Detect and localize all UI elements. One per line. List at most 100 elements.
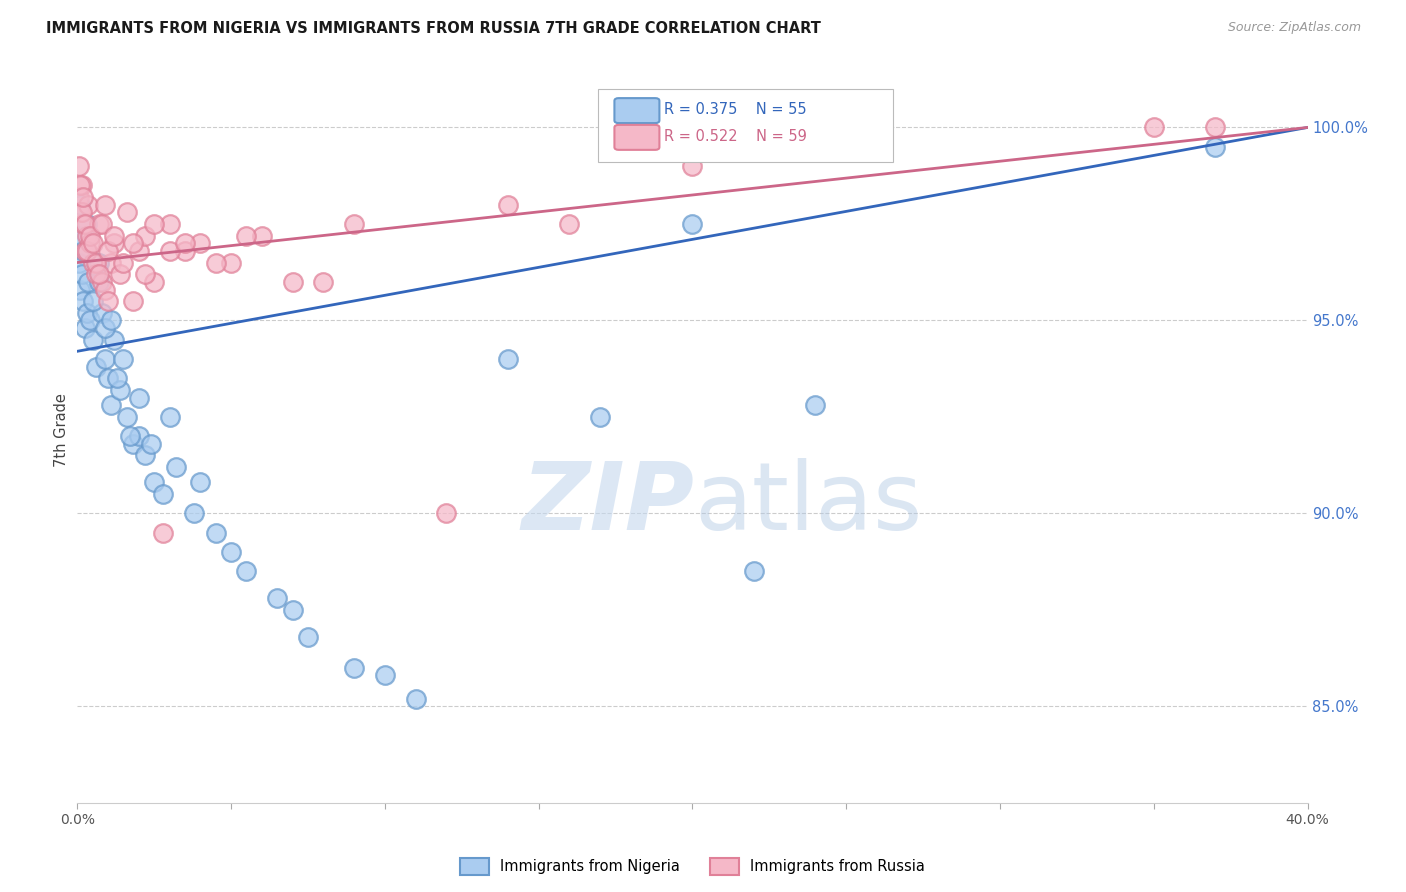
Point	[558, 217, 581, 231]
Point	[128, 391, 150, 405]
Point	[70, 178, 93, 193]
Point	[69, 197, 91, 211]
Point	[73, 244, 96, 258]
Point	[67, 255, 90, 269]
Point	[112, 255, 135, 269]
Point	[70, 205, 93, 219]
Point	[804, 398, 827, 412]
Point	[79, 236, 101, 251]
Point	[84, 267, 107, 281]
Point	[183, 507, 205, 521]
Point	[103, 236, 125, 251]
Point	[70, 267, 93, 281]
Point	[143, 217, 166, 231]
Point	[69, 283, 91, 297]
Point	[343, 661, 366, 675]
Point	[152, 487, 174, 501]
Point	[436, 507, 458, 521]
Point	[121, 437, 143, 451]
Point	[250, 228, 273, 243]
Point	[159, 244, 181, 258]
Point	[405, 691, 427, 706]
Point	[100, 398, 122, 412]
Point	[67, 228, 90, 243]
Point	[72, 294, 94, 309]
Point	[159, 217, 181, 231]
Point	[72, 217, 94, 231]
Point	[87, 267, 110, 281]
Point	[121, 294, 143, 309]
Point	[82, 236, 104, 251]
Point	[165, 460, 187, 475]
Point	[174, 244, 197, 258]
Point	[190, 236, 212, 251]
Point	[589, 409, 612, 424]
Point	[134, 267, 156, 281]
Text: atlas: atlas	[695, 458, 922, 550]
Point	[110, 383, 132, 397]
Point	[134, 228, 156, 243]
Point	[235, 228, 257, 243]
Point	[100, 313, 122, 327]
Text: ZIP: ZIP	[522, 458, 695, 550]
Point	[94, 283, 117, 297]
Point	[496, 351, 519, 366]
Point	[343, 217, 366, 231]
Point	[141, 437, 163, 451]
Point	[281, 275, 304, 289]
Point	[204, 255, 226, 269]
Point	[134, 449, 156, 463]
Point	[77, 197, 100, 211]
Point	[100, 255, 122, 269]
Point	[97, 294, 120, 309]
Point	[235, 564, 257, 578]
Text: R = 0.522    N = 59: R = 0.522 N = 59	[664, 129, 807, 144]
Point	[76, 217, 98, 231]
Point	[143, 275, 166, 289]
Point	[128, 429, 150, 443]
Point	[190, 475, 212, 490]
Point	[82, 255, 104, 269]
Point	[76, 244, 98, 258]
Point	[84, 255, 107, 269]
Point	[82, 294, 104, 309]
Point	[219, 545, 242, 559]
Point	[1204, 140, 1226, 154]
Point	[87, 217, 110, 231]
Point	[118, 429, 141, 443]
Point	[128, 244, 150, 258]
Point	[219, 255, 242, 269]
Point	[152, 525, 174, 540]
Point	[87, 255, 110, 269]
Point	[103, 228, 125, 243]
Point	[115, 409, 138, 424]
Point	[79, 313, 101, 327]
Point	[69, 205, 91, 219]
Text: IMMIGRANTS FROM NIGERIA VS IMMIGRANTS FROM RUSSIA 7TH GRADE CORRELATION CHART: IMMIGRANTS FROM NIGERIA VS IMMIGRANTS FR…	[46, 21, 821, 36]
Point	[94, 197, 117, 211]
Point	[97, 371, 120, 385]
Point	[79, 228, 101, 243]
Point	[97, 244, 120, 258]
Point	[94, 321, 117, 335]
Point	[87, 275, 110, 289]
Point	[112, 351, 135, 366]
Point	[312, 275, 335, 289]
Point	[76, 228, 98, 243]
Point	[266, 591, 288, 606]
Point	[105, 371, 128, 385]
Point	[159, 409, 181, 424]
Point	[72, 190, 94, 204]
Point	[84, 359, 107, 374]
Point	[121, 236, 143, 251]
Point	[73, 217, 96, 231]
Text: Source: ZipAtlas.com: Source: ZipAtlas.com	[1227, 21, 1361, 34]
Point	[742, 564, 765, 578]
Point	[90, 275, 114, 289]
Point	[1204, 120, 1226, 135]
Y-axis label: 7th Grade: 7th Grade	[53, 393, 69, 467]
Point	[143, 475, 166, 490]
Point	[90, 306, 114, 320]
Point	[496, 197, 519, 211]
Point	[1143, 120, 1166, 135]
